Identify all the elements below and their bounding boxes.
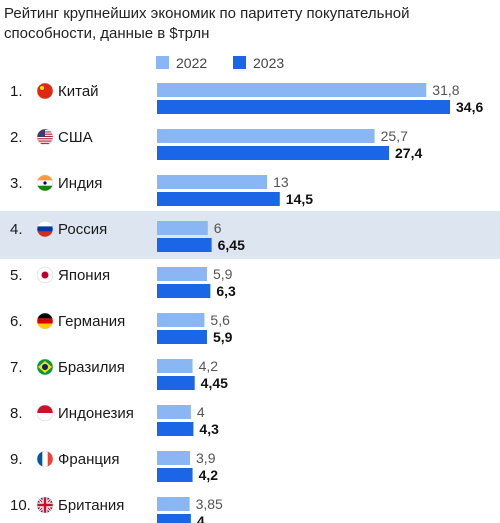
bar-2022 bbox=[157, 497, 190, 511]
bar-2022 bbox=[157, 405, 191, 419]
flag-france-icon bbox=[36, 450, 54, 468]
value-label-2022: 4 bbox=[197, 404, 205, 420]
country-label: Индонезия bbox=[58, 405, 134, 422]
value-label-2022: 4,2 bbox=[199, 358, 219, 374]
value-label-2023: 4,2 bbox=[199, 467, 219, 483]
flag-germany-icon bbox=[36, 312, 54, 330]
row-4: 4. Россия 66,45 bbox=[0, 211, 500, 259]
value-label-2022: 5,6 bbox=[210, 312, 230, 328]
bar-2022 bbox=[157, 129, 375, 143]
bar-2022 bbox=[157, 451, 191, 465]
value-label-2022: 6 bbox=[214, 220, 222, 236]
row-1: 1. Китай 31,834,6 bbox=[10, 82, 483, 115]
flag-usa-icon bbox=[36, 128, 54, 146]
value-label-2023: 27,4 bbox=[395, 145, 422, 161]
value-label-2023: 5,9 bbox=[213, 329, 233, 345]
flag-russia-icon bbox=[36, 220, 54, 238]
rank-label: 7. bbox=[10, 359, 23, 376]
value-label-2022: 3,9 bbox=[196, 450, 216, 466]
chart-title: Рейтинг крупнейших экономик по паритету … bbox=[4, 5, 410, 42]
rank-label: 5. bbox=[10, 267, 23, 284]
row-10: 10. Британия 3,854 bbox=[10, 496, 223, 523]
flag-japan-icon bbox=[36, 266, 54, 284]
value-label-2023: 6,45 bbox=[218, 237, 245, 253]
legend-label-2023: 2023 bbox=[253, 55, 284, 71]
flag-china-icon bbox=[36, 82, 54, 100]
bar-2023 bbox=[157, 422, 194, 436]
bar-2023 bbox=[157, 192, 280, 206]
country-label: США bbox=[58, 129, 93, 146]
row-8: 8. Индонезия 44,3 bbox=[10, 404, 219, 437]
value-label-2023: 4,3 bbox=[199, 421, 219, 437]
row-2: 2. США 25,727,4 bbox=[10, 128, 422, 161]
rank-label: 8. bbox=[10, 405, 23, 422]
country-label: Япония bbox=[58, 267, 110, 284]
bar-2022 bbox=[157, 267, 207, 281]
value-label-2022: 5,9 bbox=[213, 266, 233, 282]
flag-indonesia-icon bbox=[36, 404, 54, 422]
country-label: Бразилия bbox=[58, 359, 125, 376]
rank-label: 1. bbox=[10, 83, 23, 100]
legend-swatch-2022 bbox=[156, 56, 169, 69]
value-label-2023: 4,45 bbox=[201, 375, 228, 391]
rank-label: 9. bbox=[10, 451, 23, 468]
bar-2023 bbox=[157, 468, 193, 482]
legend: 2022 2023 bbox=[156, 55, 284, 71]
rank-label: 3. bbox=[10, 175, 23, 192]
bar-2023 bbox=[157, 330, 207, 344]
value-label-2023: 34,6 bbox=[456, 99, 483, 115]
legend-label-2022: 2022 bbox=[176, 55, 207, 71]
bar-2022 bbox=[157, 359, 193, 373]
country-label: Индия bbox=[58, 175, 102, 192]
row-6: 6. Германия 5,65,9 bbox=[10, 312, 233, 345]
highlight-band bbox=[0, 211, 500, 259]
country-label: Германия bbox=[58, 313, 125, 330]
country-label: Китай bbox=[58, 83, 99, 100]
rank-label: 10. bbox=[10, 497, 31, 514]
value-label-2022: 3,85 bbox=[196, 496, 223, 512]
country-label: Британия bbox=[58, 497, 124, 514]
flag-india-icon bbox=[36, 174, 54, 192]
value-label-2022: 25,7 bbox=[381, 128, 408, 144]
rank-label: 2. bbox=[10, 129, 23, 146]
rank-label: 6. bbox=[10, 313, 23, 330]
value-label-2023: 6,3 bbox=[216, 283, 236, 299]
row-9: 9. Франция 3,94,2 bbox=[10, 450, 218, 483]
rank-label: 4. bbox=[10, 221, 23, 238]
row-5: 5. Япония 5,96,3 bbox=[10, 266, 236, 299]
bar-2022 bbox=[157, 313, 205, 327]
bar-2022 bbox=[157, 175, 268, 189]
row-7: 7. Бразилия 4,24,45 bbox=[10, 358, 228, 391]
bar-2023 bbox=[157, 376, 195, 390]
country-label: Франция bbox=[58, 451, 119, 468]
value-label-2022: 13 bbox=[273, 174, 289, 190]
bar-2022 bbox=[157, 221, 208, 235]
bar-2023 bbox=[157, 284, 211, 298]
legend-swatch-2023 bbox=[233, 56, 246, 69]
bar-2022 bbox=[157, 83, 427, 97]
flag-brazil-icon bbox=[36, 358, 54, 376]
value-label-2022: 31,8 bbox=[432, 82, 459, 98]
bar-2023 bbox=[157, 238, 212, 252]
country-label: Россия bbox=[58, 221, 107, 238]
bar-2023 bbox=[157, 514, 191, 523]
value-label-2023: 4 bbox=[197, 513, 205, 523]
value-label-2023: 14,5 bbox=[286, 191, 313, 207]
bar-2023 bbox=[157, 146, 390, 160]
bar-2023 bbox=[157, 100, 450, 114]
flag-uk-icon bbox=[36, 496, 54, 514]
